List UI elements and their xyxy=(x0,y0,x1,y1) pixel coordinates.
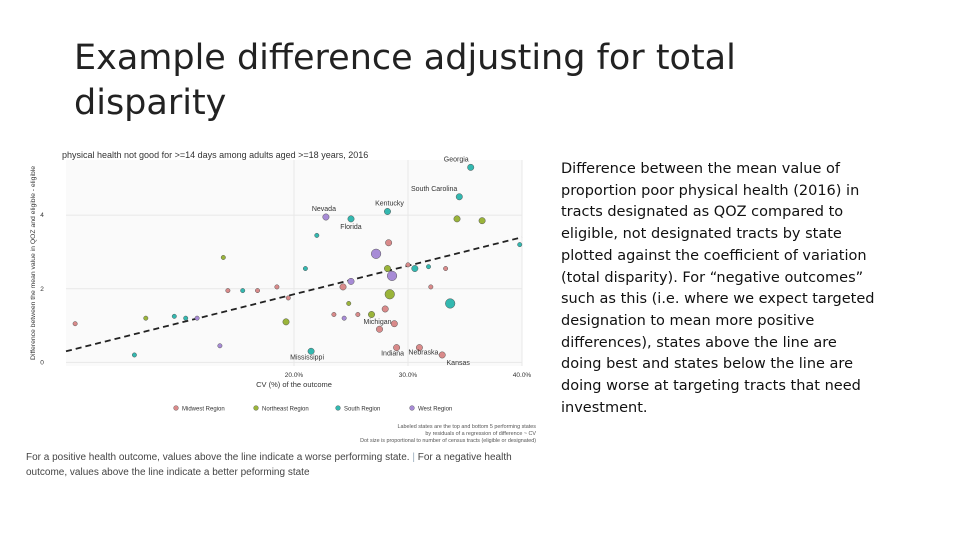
data-point xyxy=(478,217,486,225)
data-point xyxy=(411,265,419,272)
slide-title: Example difference adjusting for total d… xyxy=(74,36,794,126)
chart-note: by residuals of a regression of differen… xyxy=(425,431,536,437)
data-point xyxy=(302,266,308,271)
data-point xyxy=(386,270,398,281)
footnote-positive: For a positive health outcome, values ab… xyxy=(26,452,410,463)
chart-title: physical health not good for >=14 days a… xyxy=(62,150,368,160)
data-point xyxy=(384,208,391,215)
state-label: Kentucky xyxy=(375,201,404,208)
data-point xyxy=(428,284,434,290)
data-point xyxy=(171,313,177,319)
data-point xyxy=(339,283,347,291)
data-point xyxy=(390,320,398,328)
data-point xyxy=(285,295,291,301)
y-axis-label: Difference between the mean value in QOZ… xyxy=(30,166,37,360)
data-point xyxy=(384,289,395,300)
data-point xyxy=(371,248,382,259)
data-point xyxy=(143,315,149,321)
chart-svg: 20.0% 30.0% 40.0% 0 2 4 physical health not go… xyxy=(30,150,537,444)
y-tick-label: 2 xyxy=(40,286,44,293)
data-point xyxy=(331,312,337,317)
data-point xyxy=(194,315,200,321)
data-point xyxy=(445,298,456,309)
data-point xyxy=(314,232,320,238)
data-point xyxy=(347,277,355,285)
x-tick-label: 30.0% xyxy=(399,372,418,379)
title-line-2: disparity xyxy=(74,83,227,123)
data-point xyxy=(347,215,355,223)
data-point xyxy=(341,315,347,321)
data-point xyxy=(255,288,260,294)
data-point xyxy=(131,352,137,358)
data-point xyxy=(355,312,361,317)
data-point xyxy=(376,325,383,333)
footnote-separator: | xyxy=(412,452,415,463)
data-point xyxy=(72,321,78,327)
data-point xyxy=(385,239,393,247)
state-label: Georgia xyxy=(444,156,469,163)
data-point xyxy=(225,288,231,294)
data-point xyxy=(405,262,411,268)
x-tick-label: 40.0% xyxy=(513,372,532,379)
data-point xyxy=(368,311,375,318)
x-axis-label: CV (%) of the outcome xyxy=(256,380,332,389)
state-label: Nebraska xyxy=(408,350,438,357)
data-point xyxy=(393,344,401,352)
legend-marker xyxy=(409,405,415,411)
data-point xyxy=(467,163,475,171)
scatter-chart: 20.0% 30.0% 40.0% 0 2 4 physical health not go… xyxy=(26,146,546,486)
data-point xyxy=(415,344,423,352)
legend-label: West Region xyxy=(418,406,452,412)
state-label: Kansas xyxy=(447,360,471,367)
state-label: Mississippi xyxy=(290,354,324,361)
footnote-negative: For a negative health outcome, values ab… xyxy=(26,452,512,478)
data-point xyxy=(443,266,449,271)
data-point xyxy=(307,347,315,355)
data-point xyxy=(453,215,461,223)
legend-label: South Region xyxy=(344,406,380,412)
data-point xyxy=(322,213,330,221)
state-label: Florida xyxy=(340,224,362,231)
data-point xyxy=(220,255,226,260)
y-tick-label: 0 xyxy=(40,359,44,366)
data-point xyxy=(384,265,391,272)
legend-label: Midwest Region xyxy=(182,406,225,412)
data-point xyxy=(455,193,463,201)
data-point xyxy=(381,305,389,313)
y-tick-label: 4 xyxy=(40,212,44,219)
x-tick-label: 20.0% xyxy=(285,372,304,379)
legend-marker xyxy=(173,405,179,411)
data-point xyxy=(274,284,280,290)
title-line-1: Example difference adjusting for total xyxy=(74,38,736,78)
data-point xyxy=(426,264,431,270)
data-point xyxy=(183,315,189,321)
state-label: South Carolina xyxy=(411,186,457,193)
legend-label: Northeast Region xyxy=(262,406,309,412)
description-text: Difference between the mean value of pro… xyxy=(561,161,875,416)
data-point xyxy=(282,318,290,326)
state-label: Nevada xyxy=(312,206,336,213)
data-point xyxy=(438,351,446,359)
legend-marker xyxy=(335,405,341,411)
data-point xyxy=(517,242,523,248)
legend-marker xyxy=(253,405,259,411)
data-point xyxy=(346,301,352,306)
chart-note: Dot size is proportional to number of ce… xyxy=(360,438,536,444)
state-label: Michigan xyxy=(363,319,391,326)
chart-note: Labeled states are the top and bottom 5 … xyxy=(398,424,537,430)
trend-line xyxy=(65,236,523,353)
state-label: Indiana xyxy=(381,351,404,358)
data-point xyxy=(240,288,246,294)
data-point xyxy=(217,343,223,349)
interpretation-footnote: For a positive health outcome, values ab… xyxy=(26,450,546,480)
